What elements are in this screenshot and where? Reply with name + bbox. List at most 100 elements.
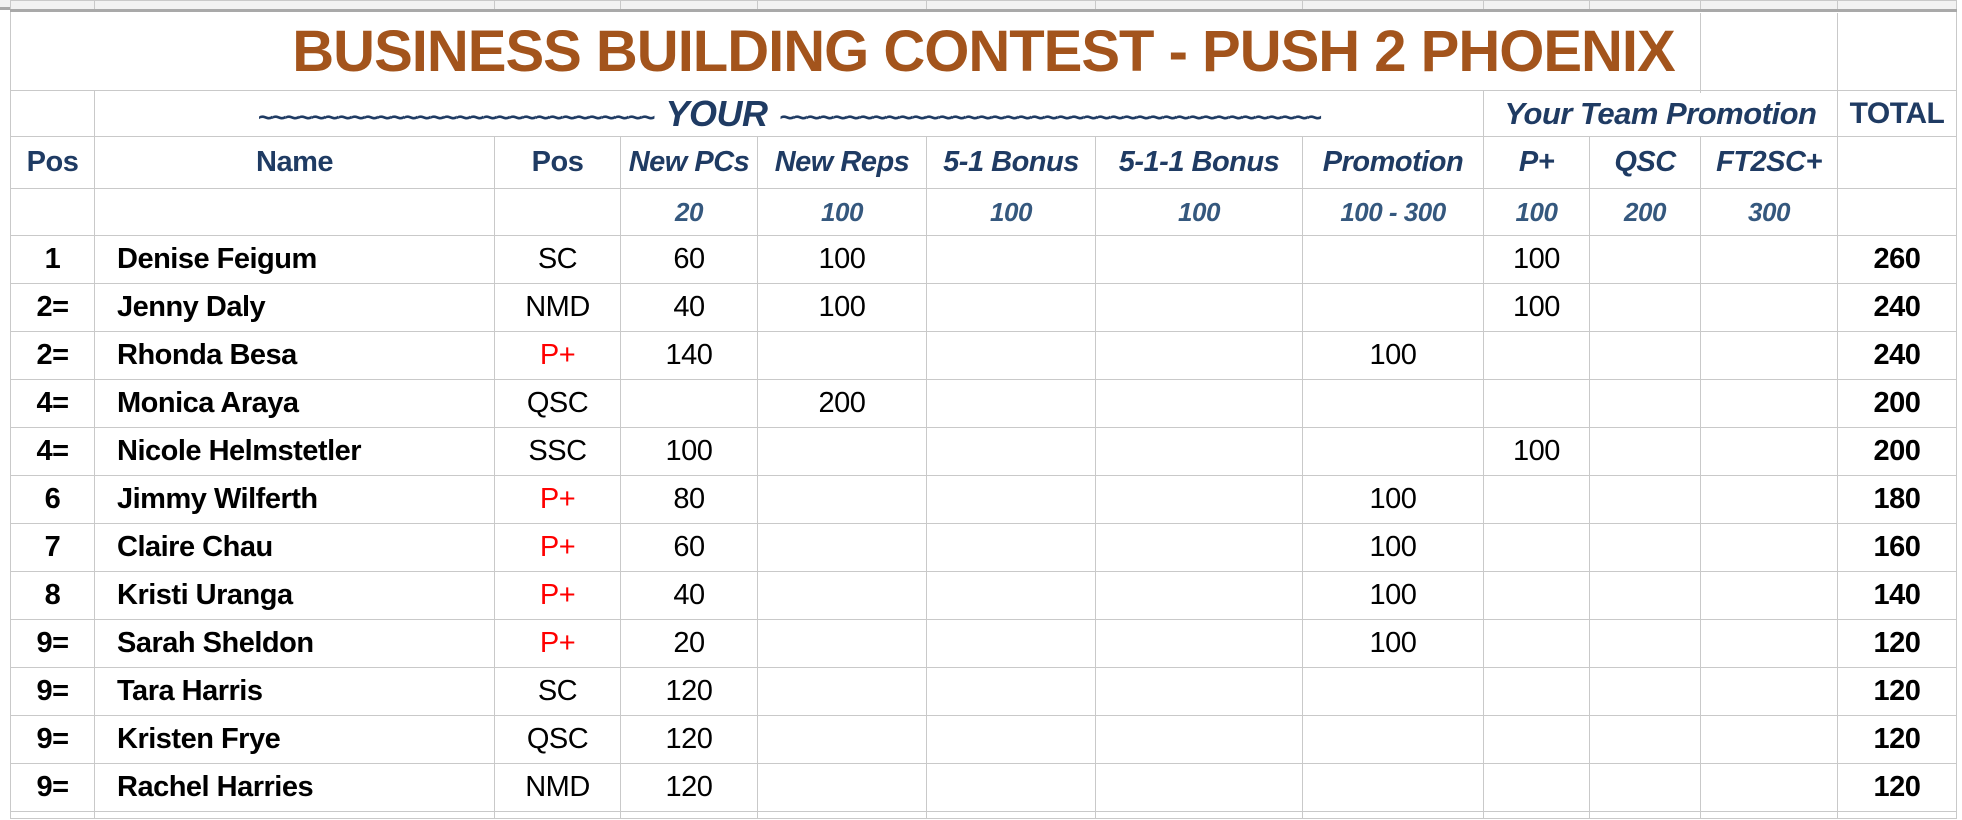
rank-cell[interactable]: 1: [10, 235, 95, 284]
5-1-1-bonus-cell[interactable]: [1095, 715, 1303, 764]
partial-cell[interactable]: [94, 811, 495, 819]
qsc-cell[interactable]: [1589, 379, 1701, 428]
p-plus-cell[interactable]: 100: [1483, 235, 1590, 284]
partial-cell[interactable]: [620, 0, 758, 12]
p-plus-cell[interactable]: 100: [1483, 427, 1590, 476]
5-1-1-bonus-cell[interactable]: [1095, 331, 1303, 380]
total-cell[interactable]: 240: [1837, 283, 1957, 332]
qsc-cell[interactable]: [1589, 475, 1701, 524]
position-cell[interactable]: P+: [494, 523, 621, 572]
partial-cell[interactable]: [1483, 0, 1590, 12]
rank-cell[interactable]: 2=: [10, 331, 95, 380]
new-reps-cell[interactable]: [757, 331, 927, 380]
new-pcs-cell[interactable]: 80: [620, 475, 758, 524]
ft2sc-cell[interactable]: [1700, 619, 1838, 668]
new-reps-cell[interactable]: 200: [757, 379, 927, 428]
new-reps-cell[interactable]: [757, 763, 927, 812]
qsc-cell[interactable]: [1589, 715, 1701, 764]
col-header-p-plus[interactable]: P+: [1483, 136, 1590, 189]
partial-cell[interactable]: [1837, 811, 1957, 819]
new-reps-cell[interactable]: [757, 667, 927, 716]
p-plus-cell[interactable]: [1483, 667, 1590, 716]
rank-cell[interactable]: 9=: [10, 715, 95, 764]
promotion-cell[interactable]: [1302, 235, 1484, 284]
name-cell[interactable]: Rhonda Besa: [94, 331, 495, 380]
new-pcs-cell[interactable]: 120: [620, 667, 758, 716]
promotion-cell[interactable]: 100: [1302, 571, 1484, 620]
position-cell[interactable]: QSC: [494, 379, 621, 428]
p-plus-cell[interactable]: [1483, 379, 1590, 428]
partial-cell[interactable]: [1095, 0, 1303, 12]
partial-cell[interactable]: [757, 811, 927, 819]
new-reps-cell[interactable]: 100: [757, 235, 927, 284]
rank-cell[interactable]: 9=: [10, 763, 95, 812]
name-cell[interactable]: Sarah Sheldon: [94, 619, 495, 668]
qsc-cell[interactable]: [1589, 283, 1701, 332]
position-cell[interactable]: P+: [494, 475, 621, 524]
name-cell[interactable]: Tara Harris: [94, 667, 495, 716]
5-1-bonus-cell[interactable]: [926, 379, 1096, 428]
col-header-new-reps[interactable]: New Reps: [757, 136, 927, 189]
5-1-1-bonus-cell[interactable]: [1095, 283, 1303, 332]
partial-cell[interactable]: [1483, 811, 1590, 819]
5-1-bonus-cell[interactable]: [926, 715, 1096, 764]
col-header-name[interactable]: Name: [94, 136, 495, 189]
5-1-bonus-cell[interactable]: [926, 523, 1096, 572]
new-pcs-cell[interactable]: 120: [620, 715, 758, 764]
position-cell[interactable]: NMD: [494, 763, 621, 812]
total-cell[interactable]: 240: [1837, 331, 1957, 380]
col-header-promotion[interactable]: Promotion: [1302, 136, 1484, 189]
rank-cell[interactable]: 4=: [10, 379, 95, 428]
partial-cell[interactable]: [10, 0, 95, 12]
qsc-cell[interactable]: [1589, 619, 1701, 668]
total-cell[interactable]: 120: [1837, 619, 1957, 668]
p-plus-cell[interactable]: 100: [1483, 283, 1590, 332]
col-header-pos[interactable]: Pos: [10, 136, 95, 189]
new-reps-cell[interactable]: [757, 571, 927, 620]
new-pcs-cell[interactable]: 60: [620, 523, 758, 572]
partial-cell[interactable]: [10, 811, 95, 819]
page-title[interactable]: BUSINESS BUILDING CONTEST - PUSH 2 PHOEN…: [10, 10, 1957, 91]
p-plus-cell[interactable]: [1483, 763, 1590, 812]
promotion-cell[interactable]: [1302, 283, 1484, 332]
promotion-cell[interactable]: [1302, 715, 1484, 764]
promotion-cell[interactable]: 100: [1302, 523, 1484, 572]
new-pcs-cell[interactable]: 140: [620, 331, 758, 380]
ft2sc-cell[interactable]: [1700, 715, 1838, 764]
new-reps-cell[interactable]: [757, 715, 927, 764]
5-1-1-bonus-cell[interactable]: [1095, 475, 1303, 524]
empty-cell[interactable]: [10, 90, 95, 137]
point-value-cell[interactable]: 300: [1700, 188, 1838, 236]
point-value-cell[interactable]: 100: [1483, 188, 1590, 236]
qsc-cell[interactable]: [1589, 667, 1701, 716]
p-plus-cell[interactable]: [1483, 619, 1590, 668]
ft2sc-cell[interactable]: [1700, 379, 1838, 428]
name-cell[interactable]: Kristi Uranga: [94, 571, 495, 620]
point-value-cell[interactable]: 100: [926, 188, 1096, 236]
new-reps-cell[interactable]: [757, 475, 927, 524]
5-1-1-bonus-cell[interactable]: [1095, 667, 1303, 716]
partial-cell[interactable]: [926, 811, 1096, 819]
5-1-bonus-cell[interactable]: [926, 235, 1096, 284]
your-section-header[interactable]: ~~~~~~~~~~~~~~~~~~~~~~~~~~~~~~ YOUR ~~~~~~…: [94, 90, 1484, 137]
point-value-cell[interactable]: 100 - 300: [1302, 188, 1484, 236]
5-1-1-bonus-cell[interactable]: [1095, 571, 1303, 620]
qsc-cell[interactable]: [1589, 523, 1701, 572]
promotion-cell[interactable]: [1302, 427, 1484, 476]
col-header-qsc[interactable]: QSC: [1589, 136, 1701, 189]
total-cell[interactable]: 180: [1837, 475, 1957, 524]
total-cell[interactable]: 160: [1837, 523, 1957, 572]
ft2sc-cell[interactable]: [1700, 763, 1838, 812]
position-cell[interactable]: SC: [494, 235, 621, 284]
position-cell[interactable]: NMD: [494, 283, 621, 332]
p-plus-cell[interactable]: [1483, 475, 1590, 524]
partial-cell[interactable]: [1700, 811, 1838, 819]
new-pcs-cell[interactable]: 60: [620, 235, 758, 284]
position-cell[interactable]: QSC: [494, 715, 621, 764]
position-cell[interactable]: P+: [494, 571, 621, 620]
new-reps-cell[interactable]: [757, 619, 927, 668]
col-header-5-1-1-bonus[interactable]: 5-1-1 Bonus: [1095, 136, 1303, 189]
new-pcs-cell[interactable]: 40: [620, 283, 758, 332]
ft2sc-cell[interactable]: [1700, 235, 1838, 284]
qsc-cell[interactable]: [1589, 427, 1701, 476]
